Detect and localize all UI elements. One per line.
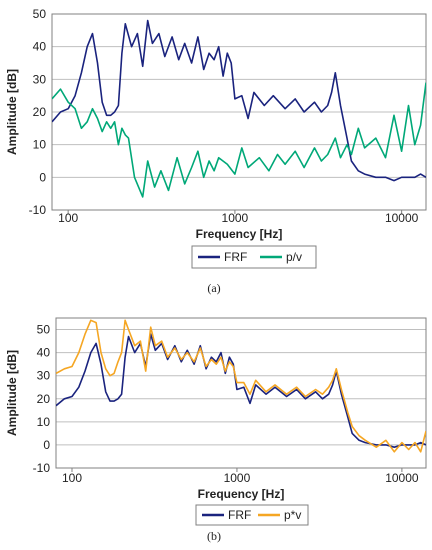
y-tick-label: 0: [39, 170, 46, 184]
legend-label: FRF: [224, 250, 247, 264]
x-axis-title: Frequency [Hz]: [198, 487, 285, 501]
y-tick-label: 40: [37, 346, 51, 360]
plot-frame: [51, 13, 427, 211]
x-tick-label: 10000: [385, 471, 419, 485]
legend-box: [191, 245, 317, 269]
series-line-frf: [52, 19, 426, 182]
y-tick-label: 20: [37, 392, 51, 406]
y-tick-label: -10: [33, 461, 51, 475]
plot-frame: [55, 317, 427, 469]
y-tick-label: -10: [29, 203, 47, 217]
y-tick-label: 40: [33, 40, 47, 54]
legend-label: p/v: [286, 250, 302, 264]
y-tick-label: 30: [33, 72, 47, 86]
y-tick-label: 10: [33, 138, 47, 152]
series-line-pv: [52, 82, 426, 198]
chart-panel-a: -10 0 10 20 30 40 50 100 1000 10000 Frequency [Hz]…: [5, 7, 427, 295]
chart-panel-b: -10 0 10 20 30 40 50 100 1000 10000 Frequency [Hz]…: [5, 317, 427, 543]
x-tick-label: 100: [58, 211, 78, 225]
y-tick-label: 20: [33, 105, 47, 119]
y-tick-label: 10: [37, 415, 51, 429]
series-line-frf: [56, 333, 426, 448]
y-tick-label: 30: [37, 369, 51, 383]
x-tick-label: 1000: [222, 211, 249, 225]
x-tick-label: 100: [62, 471, 82, 485]
x-tick-label: 10000: [385, 211, 419, 225]
y-axis-title: Amplitude [dB]: [5, 69, 19, 155]
x-tick-label: 1000: [224, 471, 251, 485]
y-axis-title: Amplitude [dB]: [5, 350, 19, 436]
panel-label: (a): [207, 281, 220, 295]
y-tick-label: 0: [43, 438, 50, 452]
legend-label: FRF: [228, 508, 251, 522]
legend-box: [195, 504, 309, 526]
y-tick-label: 50: [37, 323, 51, 337]
x-axis-title: Frequency [Hz]: [196, 227, 283, 241]
legend-label: p*v: [284, 508, 301, 522]
panel-label: (b): [207, 529, 221, 543]
series-line-pv: [56, 319, 426, 453]
y-tick-label: 50: [33, 7, 47, 21]
